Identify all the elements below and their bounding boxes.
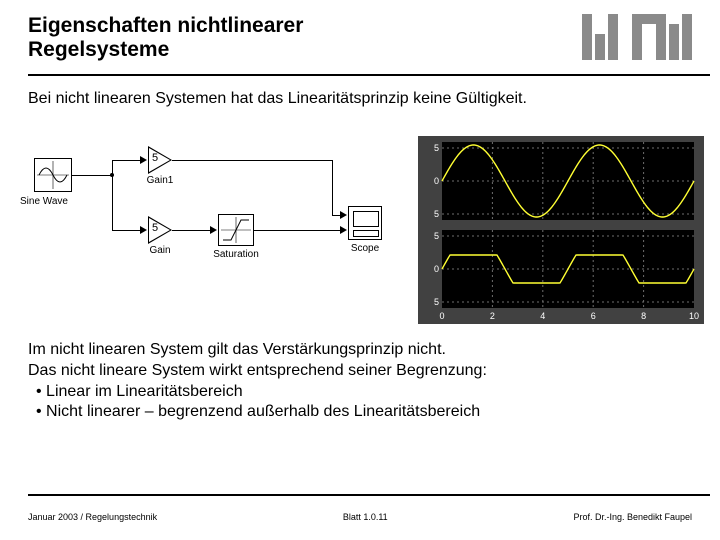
footer-left: Januar 2003 / Regelungstechnik xyxy=(28,512,157,522)
svg-text:5: 5 xyxy=(434,143,439,153)
title-line-2: Regelsysteme xyxy=(28,38,169,61)
svg-text:2: 2 xyxy=(490,311,495,321)
svg-text:10: 10 xyxy=(689,311,699,321)
footer: Januar 2003 / Regelungstechnik Blatt 1.0… xyxy=(28,512,692,522)
gain-value: 5 xyxy=(152,222,158,234)
gain-label: Gain xyxy=(149,245,170,256)
svg-text:5: 5 xyxy=(434,209,439,219)
svg-text:4: 4 xyxy=(540,311,545,321)
body-line-1: Im nicht linearen System gilt das Verstä… xyxy=(28,340,692,361)
scope-label: Scope xyxy=(351,243,379,254)
footer-rule xyxy=(28,494,710,496)
svg-text:5: 5 xyxy=(434,231,439,241)
svg-text:0: 0 xyxy=(439,311,444,321)
intro-text: Bei nicht linearen Systemen hat das Line… xyxy=(28,90,692,108)
scope-output: 5055050246810 xyxy=(418,136,704,324)
svg-text:6: 6 xyxy=(591,311,596,321)
scope-block xyxy=(348,206,382,240)
page-title: Eigenschaften nichtlinearer Regelsysteme xyxy=(28,14,303,62)
block-diagram: Sine Wave 5 Gain1 5 Gain xyxy=(28,140,408,320)
svg-text:0: 0 xyxy=(434,264,439,274)
footer-center: Blatt 1.0.11 xyxy=(343,512,388,522)
svg-text:8: 8 xyxy=(641,311,646,321)
sinewave-block xyxy=(34,158,72,192)
htw-logo xyxy=(582,14,692,60)
body-text: Im nicht linearen System gilt das Verstä… xyxy=(28,340,692,423)
svg-text:5: 5 xyxy=(434,297,439,307)
sinewave-label: Sine Wave xyxy=(10,196,78,207)
title-line-1: Eigenschaften nichtlinearer xyxy=(28,14,303,37)
saturation-block xyxy=(218,214,254,246)
svg-text:0: 0 xyxy=(434,176,439,186)
footer-right: Prof. Dr.-Ing. Benedikt Faupel xyxy=(573,512,692,522)
title-underline xyxy=(28,74,710,76)
body-line-2: Das nicht lineare System wirkt entsprech… xyxy=(28,361,692,382)
bullet-2: • Nicht linearer – begrenzend außerhalb … xyxy=(28,402,692,423)
gain1-label: Gain1 xyxy=(147,175,174,186)
header: Eigenschaften nichtlinearer Regelsysteme xyxy=(28,14,692,62)
bullet-1: • Linear im Linearitätsbereich xyxy=(28,382,692,403)
gain1-value: 5 xyxy=(152,152,158,164)
saturation-label: Saturation xyxy=(213,249,259,260)
